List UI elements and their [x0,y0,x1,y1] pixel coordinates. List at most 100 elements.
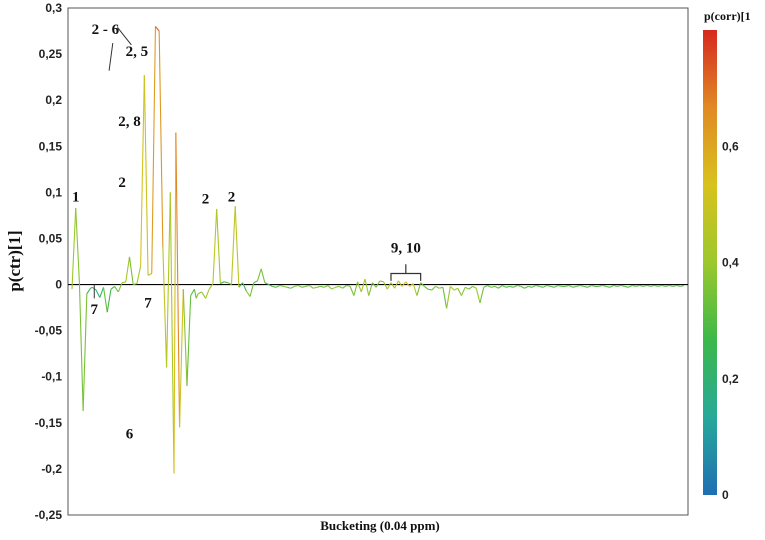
y-tick-label: 0,05 [39,231,63,245]
series-segment [643,284,648,287]
series-segment [557,284,562,287]
series-segment [505,285,510,288]
series-segment [672,284,677,287]
series-segment [253,280,258,284]
y-tick-label: 0,3 [45,1,62,15]
leader-line [108,42,114,71]
series-segment [490,285,495,288]
series-segment [449,285,455,291]
annotation-label: 2 - 6 [92,22,120,38]
series-segment [90,286,93,289]
series-segment [155,26,160,32]
annotation-label: 7 [144,296,152,312]
series-segment [279,284,284,287]
series-segment [386,282,392,290]
y-tick-label: 0,2 [45,93,62,107]
series-segment [375,280,381,288]
series-segment [169,192,175,474]
series-segment [368,282,373,296]
series-segment [175,132,181,428]
y-tick-label: 0 [55,278,62,292]
series-segment [364,278,370,296]
series-segment [95,289,101,298]
series-segment [591,284,596,287]
series-line [71,26,685,474]
series-segment [650,284,655,287]
colorbar-tick-label: 0 [722,488,729,502]
series-segment [301,285,306,288]
series-segment [401,281,407,287]
series-segment [383,281,388,290]
series-segment [327,285,333,290]
series-segment [424,285,429,290]
series-segment [286,286,291,289]
series-segment [379,280,384,283]
series-segment [587,284,592,288]
series-segment [190,288,195,296]
series-segment [580,284,584,287]
series-segment [349,286,355,296]
series-segment [372,282,377,288]
series-segment [249,282,255,297]
series-segment [136,265,142,284]
series-segment [680,284,685,287]
series-segment [82,293,88,411]
annotation-label: 2 [118,175,126,191]
annotation-label: 7 [91,302,99,318]
y-tick-label: -0,1 [41,370,62,384]
series-segment [234,206,240,288]
series-segment [442,287,448,309]
series-segment [412,283,418,296]
series-segment [520,285,525,289]
series-segment [390,282,396,289]
series-segment [125,256,131,282]
x-axis-title: Bucketing (0.04 ppm) [320,518,440,533]
y-axis-title: p(ctr)[1] [5,230,24,291]
series-segment [360,278,366,293]
series-segment [298,284,303,288]
series-segment [487,284,492,288]
series-segment [535,284,540,287]
colorbar-tick-label: 0,4 [722,256,739,270]
series-segment [268,284,273,287]
series-segment [524,285,529,289]
series-segment [654,284,659,287]
series-segment [357,281,362,293]
series-segment [140,75,145,267]
series-segment [550,285,555,288]
series-segment [568,284,573,288]
series-segment [475,288,481,304]
y-axis-ticks: 0,3 0,25 0,2 0,15 0,1 0,05 0 -0,05 -0,1 -0,15 -0,2… [35,1,63,522]
series-segment [457,287,462,296]
colorbar-title: p(corr)[1 [704,9,751,23]
series-segment [173,132,177,474]
series-segment [309,285,314,289]
series-segment [106,289,112,313]
series-segment [631,284,636,287]
series-segment [453,287,458,291]
annotations: 1 2 - 6 2, 5 2, 8 2 2 2 7 7 6 9, 10 [72,22,421,443]
series-segment [572,285,577,288]
series-segment [509,285,514,288]
series-segment [294,284,299,287]
annotation-label: 2 [228,190,236,206]
series-segment [158,31,164,248]
series-segment [409,283,414,287]
y-tick-label: -0,25 [35,508,63,522]
series-segment [260,268,266,283]
series-segment [576,284,581,287]
annotation-label: 6 [126,426,134,442]
series-segment [316,285,321,288]
series-segment [609,284,614,288]
series-segment [635,284,640,287]
series-segment [320,285,325,288]
series-segment [528,285,533,288]
series-segment [479,287,485,304]
y-tick-label: -0,2 [41,462,62,476]
series-segment [216,208,221,284]
series-segment [613,284,618,287]
series-segment [346,284,351,287]
series-segment [143,75,149,276]
series-segment [162,247,168,368]
